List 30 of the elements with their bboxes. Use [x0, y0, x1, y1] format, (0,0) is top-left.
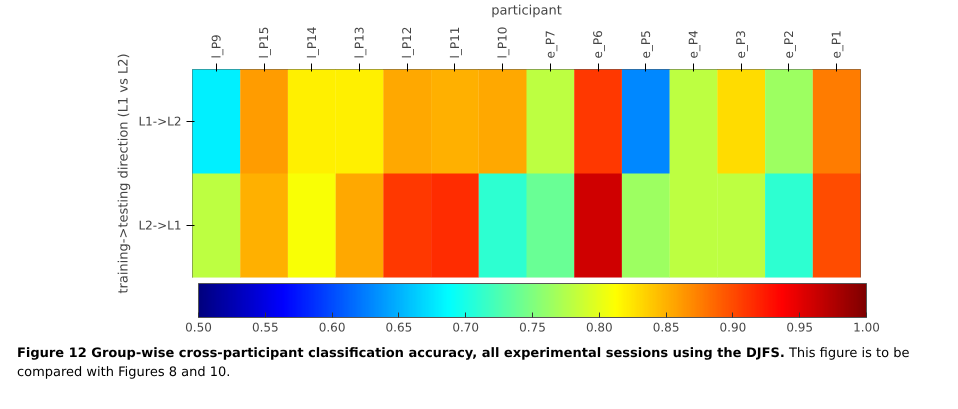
x-tick-label: e_P2 — [782, 30, 796, 58]
x-tick-label: e_P1 — [830, 30, 844, 58]
color-bar-label: 0.75 — [519, 320, 546, 334]
x-tick-label: e_P5 — [638, 30, 653, 58]
color-bar-label: 0.90 — [720, 320, 746, 334]
color-bar-label: 0.55 — [252, 320, 279, 334]
x-tick-label: l_P13 — [352, 26, 366, 58]
caption: Figure 12 Group-wise cross-participant classification accuracy, all experimental sessions using the DJFS. — [17, 346, 785, 361]
color-bar-label: 0.60 — [318, 320, 346, 334]
x-tick-label: l_P10 — [496, 26, 510, 58]
y-tick-label: L1->L2 — [138, 114, 182, 128]
y-tick-label: L2->L1 — [138, 218, 182, 232]
color-bar-label: 0.80 — [586, 320, 613, 334]
y-axis-title: training->testing direction (L1 vs L2) — [116, 53, 132, 294]
x-tick-label: e_P6 — [591, 30, 606, 58]
color-bar-label: 0.50 — [185, 320, 212, 334]
color-bar-label: 0.95 — [786, 320, 814, 334]
color-bar-label: 1.00 — [853, 320, 880, 334]
color-bar-label: 0.65 — [386, 320, 412, 334]
x-tick-label: e_P4 — [686, 30, 700, 58]
x-axis-title: participant — [491, 4, 562, 19]
color-bar-label: 0.70 — [452, 320, 480, 334]
x-tick-label: l_P9 — [209, 34, 224, 58]
x-tick-label: l_P15 — [257, 26, 272, 58]
x-tick-label: l_P12 — [400, 26, 414, 58]
x-tick-label: e_P3 — [734, 30, 748, 58]
x-tick-label: e_P7 — [543, 30, 558, 58]
x-tick-label: l_P11 — [448, 26, 462, 58]
color-bar-label: 0.85 — [652, 320, 680, 334]
x-tick-label: l_P14 — [304, 26, 319, 58]
